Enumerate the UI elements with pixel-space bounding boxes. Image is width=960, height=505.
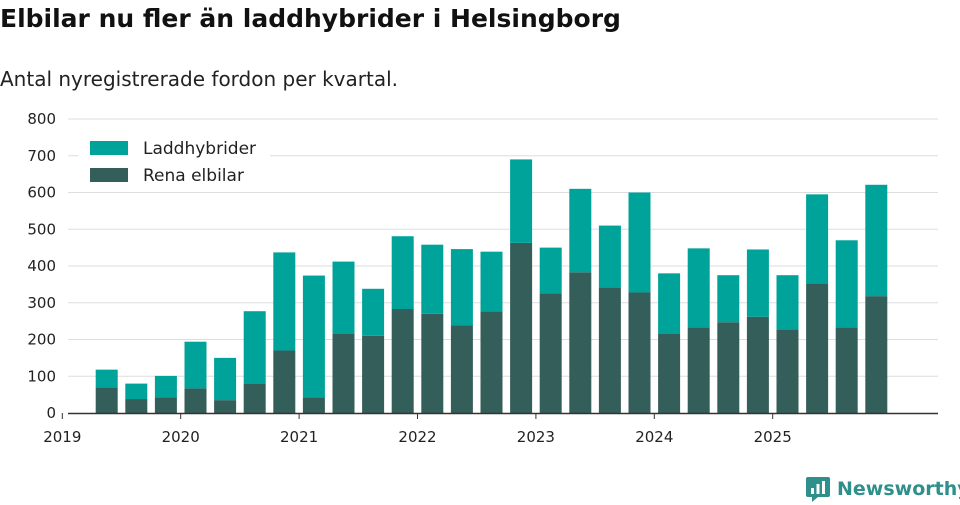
bar-laddhybrider bbox=[480, 251, 503, 312]
bar-rena-elbilar bbox=[450, 325, 473, 413]
bar-rena-elbilar bbox=[746, 316, 769, 413]
bar-rena-elbilar bbox=[658, 333, 681, 413]
bar-rena-elbilar bbox=[243, 383, 266, 413]
bar-laddhybrider bbox=[391, 236, 414, 309]
bar-laddhybrider bbox=[95, 369, 118, 388]
chart-subtitle: Antal nyregistrerade fordon per kvartal. bbox=[0, 67, 399, 91]
bar-rena-elbilar bbox=[598, 287, 621, 413]
chart-title: Elbilar nu fler än laddhybrider i Helsin… bbox=[0, 4, 621, 33]
y-tick-label: 400 bbox=[27, 257, 56, 275]
bar-rena-elbilar bbox=[539, 293, 562, 413]
bar-rena-elbilar bbox=[510, 242, 533, 413]
legend-swatch bbox=[90, 141, 128, 155]
bar-rena-elbilar bbox=[95, 387, 118, 413]
x-tick-label: 2022 bbox=[398, 428, 436, 446]
newsworthy-logo-text: Newsworthy bbox=[837, 478, 960, 500]
y-tick-label: 500 bbox=[27, 220, 56, 238]
bar-rena-elbilar bbox=[480, 311, 503, 413]
bar-rena-elbilar bbox=[835, 327, 858, 413]
x-tick-label: 2025 bbox=[754, 428, 792, 446]
bar-rena-elbilar bbox=[421, 313, 444, 413]
bar-laddhybrider bbox=[125, 383, 148, 400]
bar-laddhybrider bbox=[746, 249, 769, 317]
bar-laddhybrider bbox=[835, 240, 858, 328]
bar-laddhybrider bbox=[658, 273, 681, 334]
bar-rena-elbilar bbox=[569, 272, 592, 413]
legend-label: Laddhybrider bbox=[143, 139, 256, 159]
y-tick-label: 700 bbox=[27, 147, 56, 165]
legend-swatch bbox=[90, 168, 128, 182]
y-tick-label: 300 bbox=[27, 294, 56, 312]
bar-laddhybrider bbox=[332, 261, 355, 334]
bar-laddhybrider bbox=[362, 288, 385, 336]
bar-laddhybrider bbox=[628, 192, 651, 293]
bar-laddhybrider bbox=[806, 194, 829, 284]
bar-laddhybrider bbox=[569, 188, 592, 273]
bar-laddhybrider bbox=[273, 252, 296, 351]
bar-rena-elbilar bbox=[184, 388, 207, 413]
bar-rena-elbilar bbox=[865, 296, 888, 413]
bar-laddhybrider bbox=[510, 159, 533, 243]
bar-rena-elbilar bbox=[628, 292, 651, 413]
y-tick-label: 100 bbox=[27, 367, 56, 385]
legend-label: Rena elbilar bbox=[143, 166, 244, 186]
bar-rena-elbilar bbox=[332, 333, 355, 413]
x-tick-label: 2019 bbox=[43, 428, 81, 446]
x-tick-label: 2020 bbox=[162, 428, 200, 446]
x-tick-label: 2024 bbox=[635, 428, 673, 446]
bar-laddhybrider bbox=[687, 248, 710, 328]
bar-laddhybrider bbox=[154, 375, 177, 398]
bar-laddhybrider bbox=[539, 247, 562, 294]
y-tick-label: 200 bbox=[27, 331, 56, 349]
y-tick-label: 600 bbox=[27, 184, 56, 202]
bar-laddhybrider bbox=[776, 275, 799, 330]
newsworthy-logo: Newsworthy bbox=[805, 474, 960, 504]
bar-rena-elbilar bbox=[806, 283, 829, 413]
bar-rena-elbilar bbox=[717, 322, 740, 413]
bar-rena-elbilar bbox=[302, 397, 325, 413]
newsworthy-logo-icon bbox=[806, 477, 830, 502]
bar-rena-elbilar bbox=[362, 335, 385, 413]
bar-laddhybrider bbox=[302, 275, 325, 398]
bar-laddhybrider bbox=[243, 311, 266, 384]
bar-laddhybrider bbox=[865, 184, 888, 297]
bar-rena-elbilar bbox=[687, 327, 710, 413]
bar-laddhybrider bbox=[184, 341, 207, 389]
bar-rena-elbilar bbox=[125, 399, 148, 413]
bar-laddhybrider bbox=[421, 244, 444, 314]
bar-rena-elbilar bbox=[776, 329, 799, 413]
x-tick-label: 2023 bbox=[517, 428, 555, 446]
bar-rena-elbilar bbox=[214, 400, 237, 413]
bar-laddhybrider bbox=[717, 275, 740, 323]
y-tick-label: 0 bbox=[46, 404, 56, 422]
bar-laddhybrider bbox=[214, 357, 237, 401]
bar-rena-elbilar bbox=[273, 350, 296, 413]
bar-laddhybrider bbox=[598, 225, 621, 288]
bar-rena-elbilar bbox=[391, 308, 414, 413]
x-tick-label: 2021 bbox=[280, 428, 318, 446]
bar-laddhybrider bbox=[450, 249, 473, 326]
bar-rena-elbilar bbox=[154, 397, 177, 413]
y-tick-label: 800 bbox=[27, 110, 56, 128]
